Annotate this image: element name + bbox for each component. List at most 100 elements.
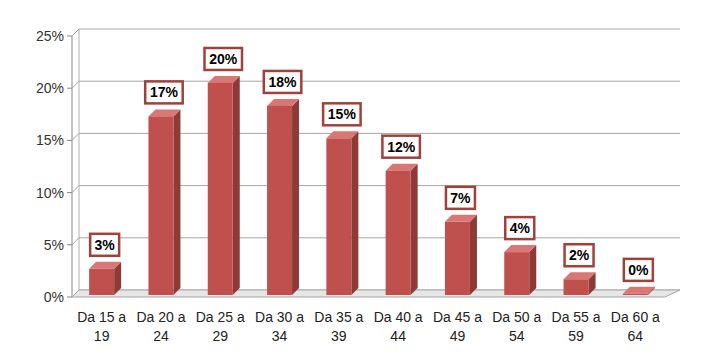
bar-top	[208, 76, 240, 83]
bar	[208, 76, 240, 295]
bars	[89, 76, 655, 295]
data-label-box	[446, 187, 475, 209]
y-tick-label: 20%	[36, 80, 64, 96]
tick-mark	[67, 192, 72, 193]
chart-container: 0% 5% 10% 15% 20% 25% 3% 17% 20% 18% 15% 12% 7% 4% 2% 0…	[0, 0, 710, 363]
bar-side	[411, 164, 418, 295]
x-tick-line: Da 35 a	[314, 309, 363, 325]
x-tick-line: 34	[272, 328, 288, 344]
bar	[564, 272, 596, 295]
x-tick-line: Da 40 a	[374, 309, 423, 325]
x-tick-line: 44	[390, 328, 406, 344]
x-tick-line: 59	[568, 328, 584, 344]
bar-side	[173, 109, 180, 295]
data-label: 20%	[209, 51, 238, 67]
x-tick-line: 24	[153, 328, 169, 344]
bar	[623, 287, 655, 295]
tick-mark	[67, 140, 72, 141]
data-label: 0%	[628, 262, 649, 278]
data-label-box	[323, 103, 361, 125]
bar-top	[326, 131, 358, 138]
bar	[267, 99, 299, 295]
x-tick-line: 29	[212, 328, 228, 344]
bar-side	[233, 76, 240, 295]
data-label: 15%	[328, 106, 357, 122]
x-tick-line: Da 15 a	[77, 309, 126, 325]
data-label: 7%	[450, 190, 471, 206]
y-tick-label: 5%	[44, 237, 64, 253]
bar	[326, 131, 358, 295]
bar-side	[529, 245, 536, 295]
y-tick-label: 25%	[36, 28, 64, 44]
bar-front	[504, 252, 529, 295]
x-tick-line: 54	[509, 328, 525, 344]
bar-front	[445, 222, 470, 295]
x-tick-label: Da 40 a 44	[374, 309, 423, 344]
x-tick-label: Da 15 a 19	[77, 309, 126, 344]
data-label-box	[624, 259, 653, 281]
data-label: 3%	[95, 237, 116, 253]
bar-top	[564, 272, 596, 279]
x-tick-line: Da 45 a	[433, 309, 482, 325]
data-label: 4%	[510, 220, 531, 236]
x-tick-line: Da 20 a	[136, 309, 185, 325]
x-tick-label: Da 25 a 29	[196, 309, 245, 344]
y-tick-label: 0%	[44, 289, 64, 305]
x-tick-line: Da 50 a	[492, 309, 541, 325]
data-label-box	[145, 81, 183, 103]
bar	[148, 109, 180, 295]
data-labels: 3% 17% 20% 18% 15% 12% 7% 4% 2% 0%	[90, 48, 653, 281]
wall-edge	[79, 29, 80, 290]
bar	[89, 262, 121, 295]
bar-top	[386, 164, 418, 171]
y-axis-line	[72, 36, 73, 297]
x-tick-line: Da 55 a	[552, 309, 601, 325]
x-tick-label: Da 45 a 49	[433, 309, 482, 344]
x-tick-label: Da 35 a 39	[314, 309, 363, 344]
x-tick-line: 49	[450, 328, 466, 344]
data-label-box	[505, 217, 534, 239]
bar-top	[445, 215, 477, 222]
bar-top	[267, 99, 299, 106]
x-tick-label: Da 60 a 64	[611, 309, 660, 344]
x-axis-labels: Da 15 a19Da 20 a24Da 25 a29Da 30 a34Da 3…	[77, 309, 660, 344]
bar-top	[89, 262, 121, 269]
bar	[445, 215, 477, 295]
data-label: 12%	[387, 139, 416, 155]
bar-front	[564, 279, 589, 295]
data-label: 2%	[569, 247, 590, 263]
x-tick-line: 19	[94, 328, 110, 344]
x-tick-label: Da 50 a 54	[492, 309, 541, 344]
bar-front	[326, 138, 351, 295]
y-tick-label: 10%	[36, 185, 64, 201]
x-tick-line: 64	[628, 328, 644, 344]
background	[0, 0, 710, 363]
bar-front	[623, 294, 648, 295]
bar-side	[292, 99, 299, 295]
data-label: 17%	[150, 84, 179, 100]
x-tick-label: Da 55 a 59	[552, 309, 601, 344]
bar	[504, 245, 536, 295]
tick-mark	[67, 244, 72, 245]
data-label: 18%	[269, 74, 298, 90]
x-tick-line: Da 25 a	[196, 309, 245, 325]
bar-front	[148, 116, 173, 295]
grid-line	[72, 29, 680, 36]
data-label-box	[382, 136, 420, 158]
bar-top	[504, 245, 536, 252]
data-label-box	[565, 244, 594, 266]
bar-front	[208, 83, 233, 295]
bar-front	[386, 171, 411, 295]
x-tick-label: Da 20 a 24	[136, 309, 185, 344]
chart-svg: 0% 5% 10% 15% 20% 25% 3% 17% 20% 18% 15% 12% 7% 4% 2% 0…	[0, 0, 710, 363]
bar-side	[351, 131, 358, 295]
x-tick-line: 39	[331, 328, 347, 344]
data-label-box	[264, 71, 302, 93]
bar-front	[267, 106, 292, 295]
bar-top	[148, 109, 180, 116]
bar	[386, 164, 418, 295]
tick-mark	[67, 88, 72, 89]
x-tick-line: Da 60 a	[611, 309, 660, 325]
data-label-box	[205, 48, 243, 70]
tick-mark	[67, 36, 72, 37]
